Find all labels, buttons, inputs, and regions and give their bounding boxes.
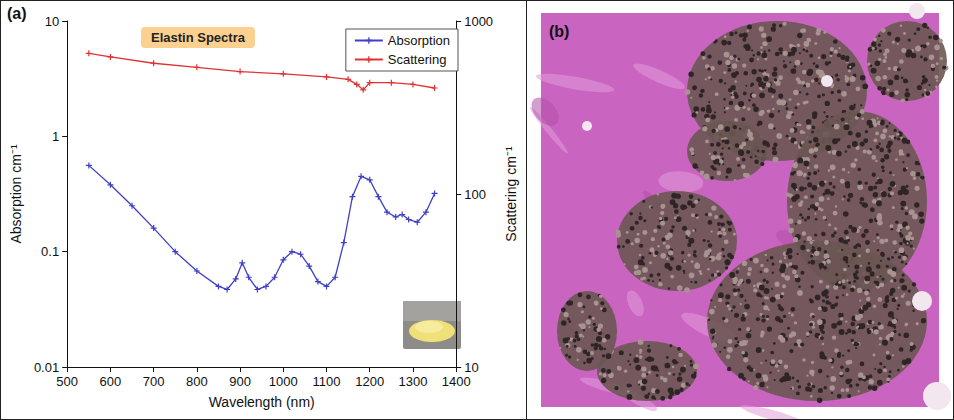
svg-text:1000: 1000	[464, 14, 493, 29]
svg-text:0.01: 0.01	[34, 360, 59, 375]
svg-text:600: 600	[100, 374, 122, 389]
svg-text:Absorption: Absorption	[388, 33, 450, 48]
svg-text:700: 700	[143, 374, 165, 389]
svg-text:1200: 1200	[355, 374, 384, 389]
svg-text:500: 500	[56, 374, 78, 389]
svg-text:Wavelength (nm): Wavelength (nm)	[209, 394, 315, 410]
svg-text:Absorption cm⁻¹: Absorption cm⁻¹	[8, 144, 24, 243]
svg-text:(a): (a)	[7, 5, 27, 22]
svg-text:10: 10	[45, 14, 59, 29]
svg-text:1000: 1000	[269, 374, 298, 389]
svg-text:100: 100	[464, 187, 486, 202]
svg-text:Elastin Spectra: Elastin Spectra	[151, 30, 246, 45]
svg-text:Scattering cm⁻¹: Scattering cm⁻¹	[503, 146, 519, 242]
svg-text:900: 900	[229, 374, 251, 389]
svg-text:800: 800	[186, 374, 208, 389]
svg-text:(b): (b)	[549, 23, 569, 40]
svg-text:1400: 1400	[442, 374, 471, 389]
svg-text:0.1: 0.1	[41, 244, 59, 259]
svg-text:Scattering: Scattering	[388, 52, 447, 67]
svg-text:10: 10	[464, 360, 478, 375]
svg-text:1100: 1100	[313, 374, 341, 389]
svg-text:1300: 1300	[398, 374, 427, 389]
svg-text:1: 1	[52, 129, 59, 144]
